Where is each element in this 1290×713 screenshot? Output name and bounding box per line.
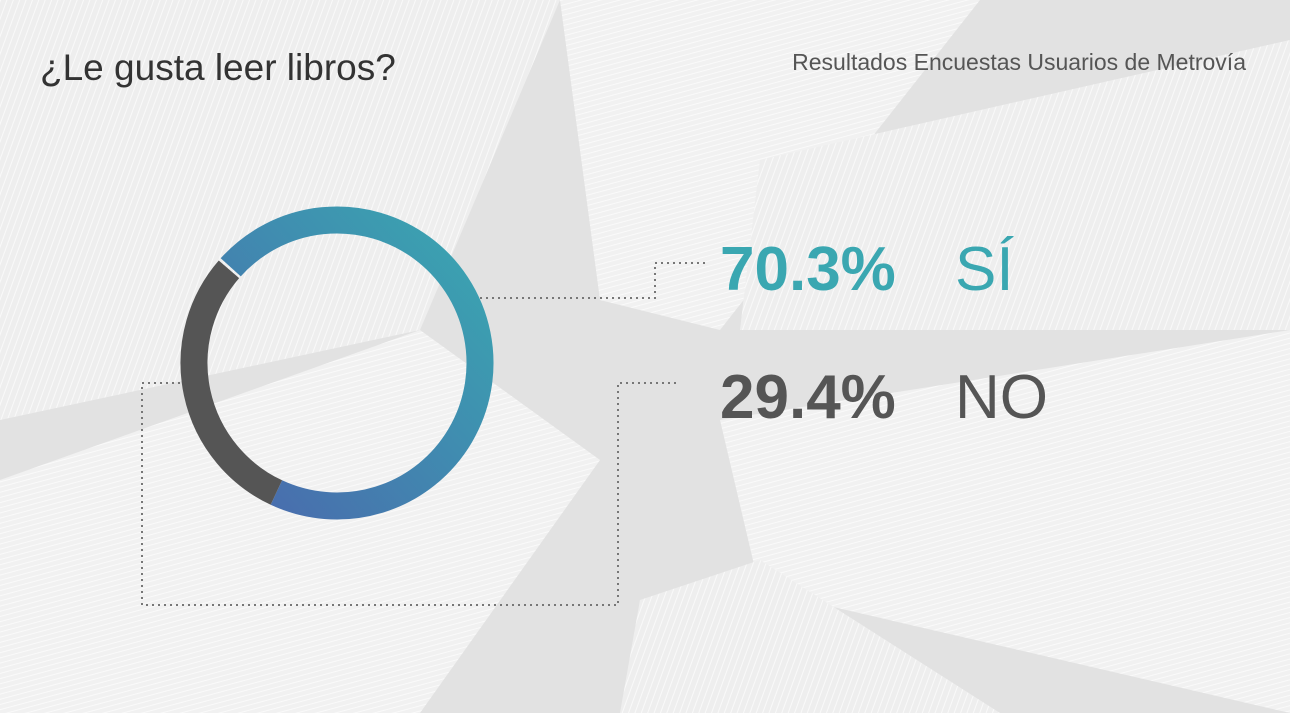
legend-label: SÍ [955,235,1014,304]
chart-subtitle: Resultados Encuestas Usuarios de Metroví… [792,49,1246,75]
legend-label: NO [955,363,1048,432]
value-label: 70.3% [720,235,896,304]
value-label: 29.4% [720,363,896,432]
chart: ¿Le gusta leer libros? Resultados Encues… [0,0,1290,713]
chart-title: ¿Le gusta leer libros? [40,47,396,88]
